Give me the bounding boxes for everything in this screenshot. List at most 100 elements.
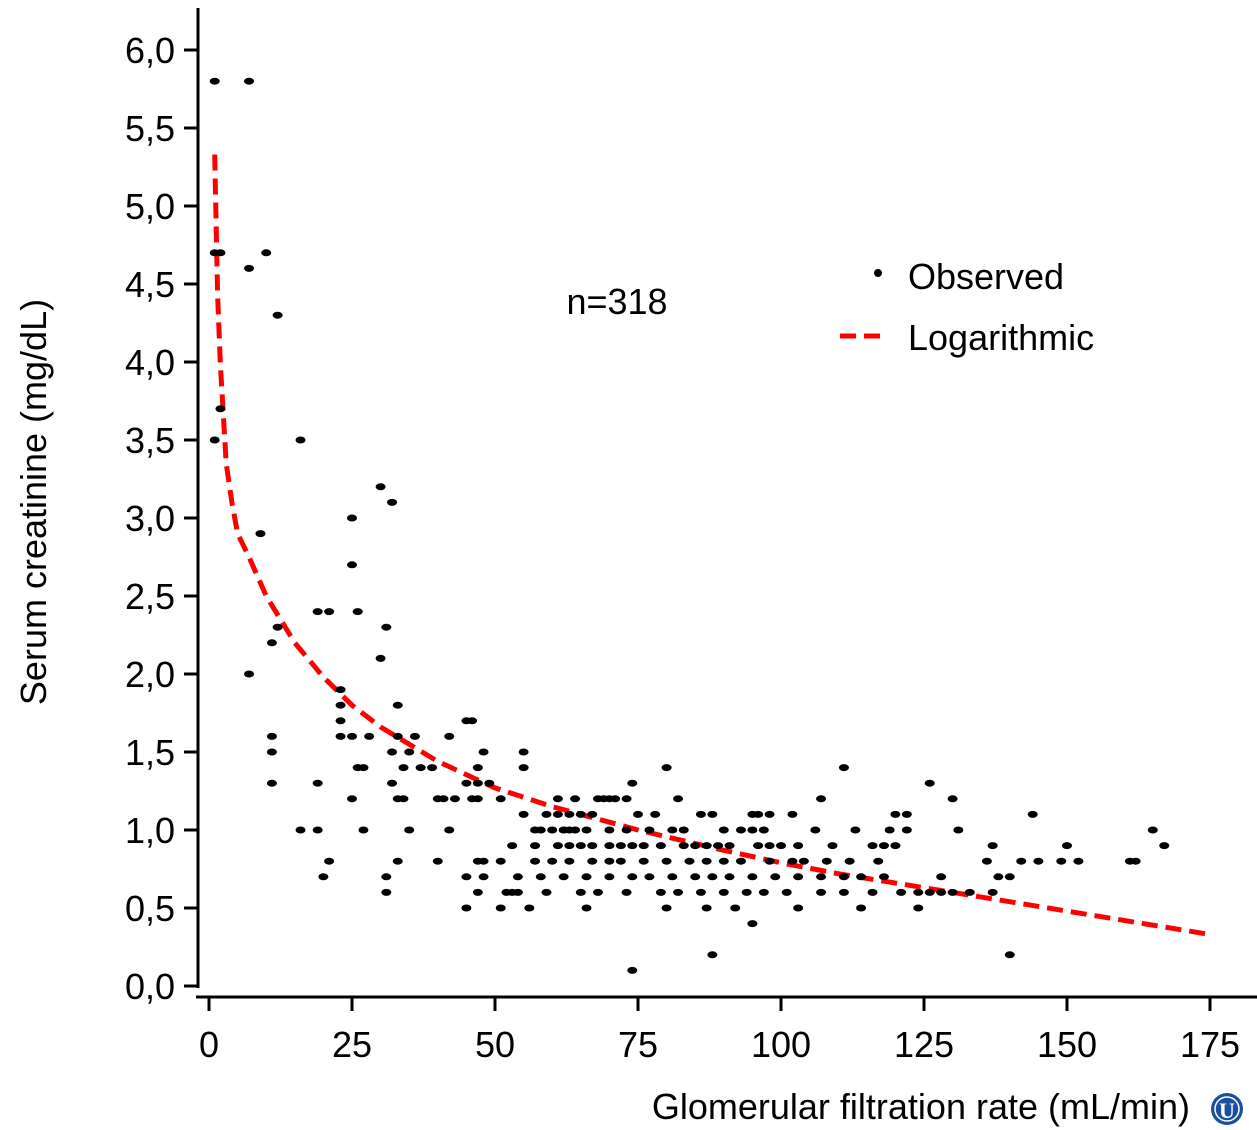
observed-point (387, 779, 398, 787)
observed-point (638, 857, 649, 865)
observed-point (472, 764, 483, 772)
observed-point (867, 888, 878, 896)
observed-point (461, 904, 472, 912)
observed-point (530, 857, 541, 865)
observed-point (312, 608, 323, 616)
observed-point (472, 779, 483, 787)
observed-point (604, 842, 615, 850)
x-tick-label: 175 (1180, 1024, 1240, 1065)
observed-point (552, 810, 563, 818)
y-tick-label: 2,5 (125, 576, 175, 617)
observed-point (655, 842, 666, 850)
observed-point (547, 857, 558, 865)
observed-point (947, 795, 958, 803)
y-tick-label: 5,0 (125, 186, 175, 227)
observed-point (924, 779, 935, 787)
observed-point (1147, 826, 1158, 834)
observed-point (987, 842, 998, 850)
observed-point (324, 857, 335, 865)
observed-point (1016, 857, 1027, 865)
observed-point (581, 873, 592, 881)
observed-point (495, 857, 506, 865)
observed-point (261, 249, 272, 257)
observed-point (587, 842, 598, 850)
legend: Observed Logarithmic (840, 256, 1094, 358)
logo-icon: U (1211, 1093, 1243, 1125)
observed-point (610, 795, 621, 803)
observed-point (678, 826, 689, 834)
observed-point (953, 826, 964, 834)
observed-point (575, 810, 586, 818)
observed-point (1033, 857, 1044, 865)
observed-point (592, 888, 603, 896)
observed-point (936, 888, 947, 896)
x-axis-title: Glomerular filtration rate (mL/min) (652, 1086, 1190, 1127)
observed-point (741, 888, 752, 896)
observed-point (347, 514, 357, 522)
observed-point (364, 732, 375, 740)
observed-point (518, 764, 529, 772)
observed-points (209, 77, 1170, 974)
observed-point (358, 764, 369, 772)
observed-point (347, 561, 357, 569)
observed-point (352, 608, 363, 616)
observed-point (312, 779, 323, 787)
observed-point (512, 873, 523, 881)
observed-point (661, 764, 672, 772)
y-tick-label: 1,0 (125, 810, 175, 851)
observed-point (541, 888, 552, 896)
observed-point (758, 826, 769, 834)
observed-point (324, 608, 335, 616)
observed-point (381, 888, 392, 896)
observed-point (295, 436, 306, 444)
observed-point (701, 842, 712, 850)
observed-point (581, 826, 592, 834)
observed-point (787, 857, 798, 865)
observed-point (667, 826, 678, 834)
observed-point (547, 826, 558, 834)
observed-point (747, 826, 758, 834)
y-tick-label: 0,0 (125, 966, 175, 1007)
observed-point (873, 857, 884, 865)
observed-point (770, 873, 781, 881)
observed-point (375, 483, 386, 491)
observed-point (701, 904, 712, 912)
observed-point (627, 873, 638, 881)
observed-point (827, 842, 838, 850)
observed-point (575, 888, 586, 896)
observed-point (415, 764, 426, 772)
observed-point (347, 732, 357, 740)
observed-point (850, 826, 861, 834)
observed-point (936, 873, 947, 881)
observed-point (1062, 842, 1072, 850)
observed-point (478, 857, 489, 865)
y-axis-ticks: 0,0 0,5 1,0 1,5 2,0 2,5 3,0 3,5 4,0 4,5 5,0 5,5 6,0 (125, 30, 198, 1007)
observed-point (444, 732, 455, 740)
observed-point (244, 77, 255, 85)
observed-point (878, 873, 889, 881)
observed-point (673, 888, 684, 896)
observed-point (604, 826, 615, 834)
observed-point (530, 842, 541, 850)
observed-point (461, 779, 472, 787)
observed-point (392, 732, 403, 740)
observed-point (621, 826, 632, 834)
observed-point (695, 810, 706, 818)
observed-point (838, 873, 849, 881)
observed-point (913, 888, 924, 896)
observed-point (753, 842, 764, 850)
x-tick-label: 0 (199, 1024, 219, 1065)
observed-point (318, 873, 329, 881)
observed-point (764, 810, 775, 818)
observed-point (838, 888, 849, 896)
observed-point (901, 810, 912, 818)
observed-point (764, 842, 775, 850)
observed-point (913, 904, 924, 912)
y-tick-label: 3,5 (125, 420, 175, 461)
y-tick-label: 1,5 (125, 732, 175, 773)
observed-point (381, 623, 392, 631)
legend-logarithmic-label: Logarithmic (908, 317, 1094, 358)
observed-point (1073, 857, 1084, 865)
observed-point (690, 873, 701, 881)
